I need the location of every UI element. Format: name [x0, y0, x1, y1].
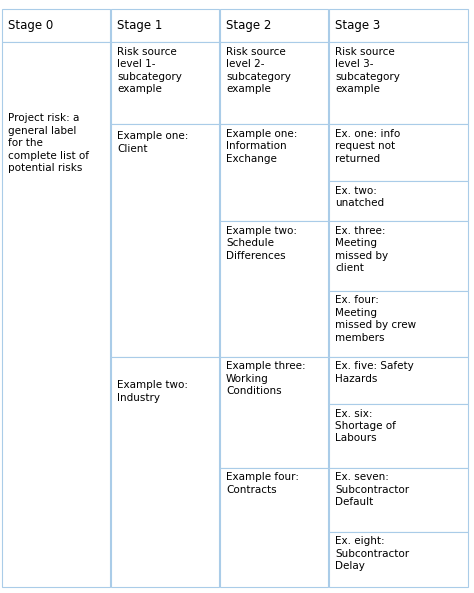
Text: Risk source
level 2-
subcategory
example: Risk source level 2- subcategory example	[226, 47, 291, 94]
Bar	[220, 124, 328, 221]
Text: Ex. six:
Shortage of
Labours: Ex. six: Shortage of Labours	[335, 409, 396, 444]
Text: Example two:
Schedule
Differences: Example two: Schedule Differences	[226, 226, 297, 261]
Bar	[329, 124, 468, 181]
Text: Ex. seven:
Subcontractor
Default: Ex. seven: Subcontractor Default	[335, 473, 409, 507]
Bar	[111, 9, 219, 42]
Text: Ex. five: Safety
Hazards: Ex. five: Safety Hazards	[335, 361, 414, 384]
Bar	[111, 42, 219, 124]
Bar	[220, 468, 328, 587]
Text: Example four:
Contracts: Example four: Contracts	[226, 473, 299, 495]
Text: Example one:
Information
Exchange: Example one: Information Exchange	[226, 129, 298, 164]
Bar	[111, 124, 219, 356]
Bar	[220, 221, 328, 356]
Bar	[2, 9, 110, 42]
Text: Ex. one: info
request not
returned: Ex. one: info request not returned	[335, 129, 401, 164]
Text: Ex. eight:
Subcontractor
Delay: Ex. eight: Subcontractor Delay	[335, 536, 409, 571]
Bar	[220, 42, 328, 124]
Bar	[111, 356, 219, 587]
Text: Example two:
Industry: Example two: Industry	[117, 380, 188, 403]
Text: Ex. two:
unatched: Ex. two: unatched	[335, 186, 384, 208]
Bar	[329, 181, 468, 221]
Text: Stage 2: Stage 2	[226, 19, 272, 32]
Text: Ex. four:
Meeting
missed by crew
members: Ex. four: Meeting missed by crew members	[335, 295, 416, 343]
Bar	[329, 531, 468, 587]
Text: Risk source
level 3-
subcategory
example: Risk source level 3- subcategory example	[335, 47, 400, 94]
Text: Project risk: a
general label
for the
complete list of
potential risks: Project risk: a general label for the co…	[8, 113, 89, 173]
Text: Example one:
Client: Example one: Client	[117, 131, 189, 154]
Text: Stage 3: Stage 3	[335, 19, 380, 32]
Bar	[329, 404, 468, 468]
Text: Stage 1: Stage 1	[117, 19, 163, 32]
Text: Risk source
level 1-
subcategory
example: Risk source level 1- subcategory example	[117, 47, 182, 94]
Text: Ex. three:
Meeting
missed by
client: Ex. three: Meeting missed by client	[335, 226, 388, 273]
Bar	[329, 221, 468, 291]
Bar	[220, 356, 328, 468]
Bar	[329, 291, 468, 356]
Bar	[329, 9, 468, 42]
Bar	[2, 42, 110, 587]
Bar	[220, 9, 328, 42]
Text: Stage 0: Stage 0	[8, 19, 53, 32]
Bar	[329, 468, 468, 531]
Bar	[329, 42, 468, 124]
Text: Example three:
Working
Conditions: Example three: Working Conditions	[226, 361, 306, 396]
Bar	[329, 356, 468, 404]
